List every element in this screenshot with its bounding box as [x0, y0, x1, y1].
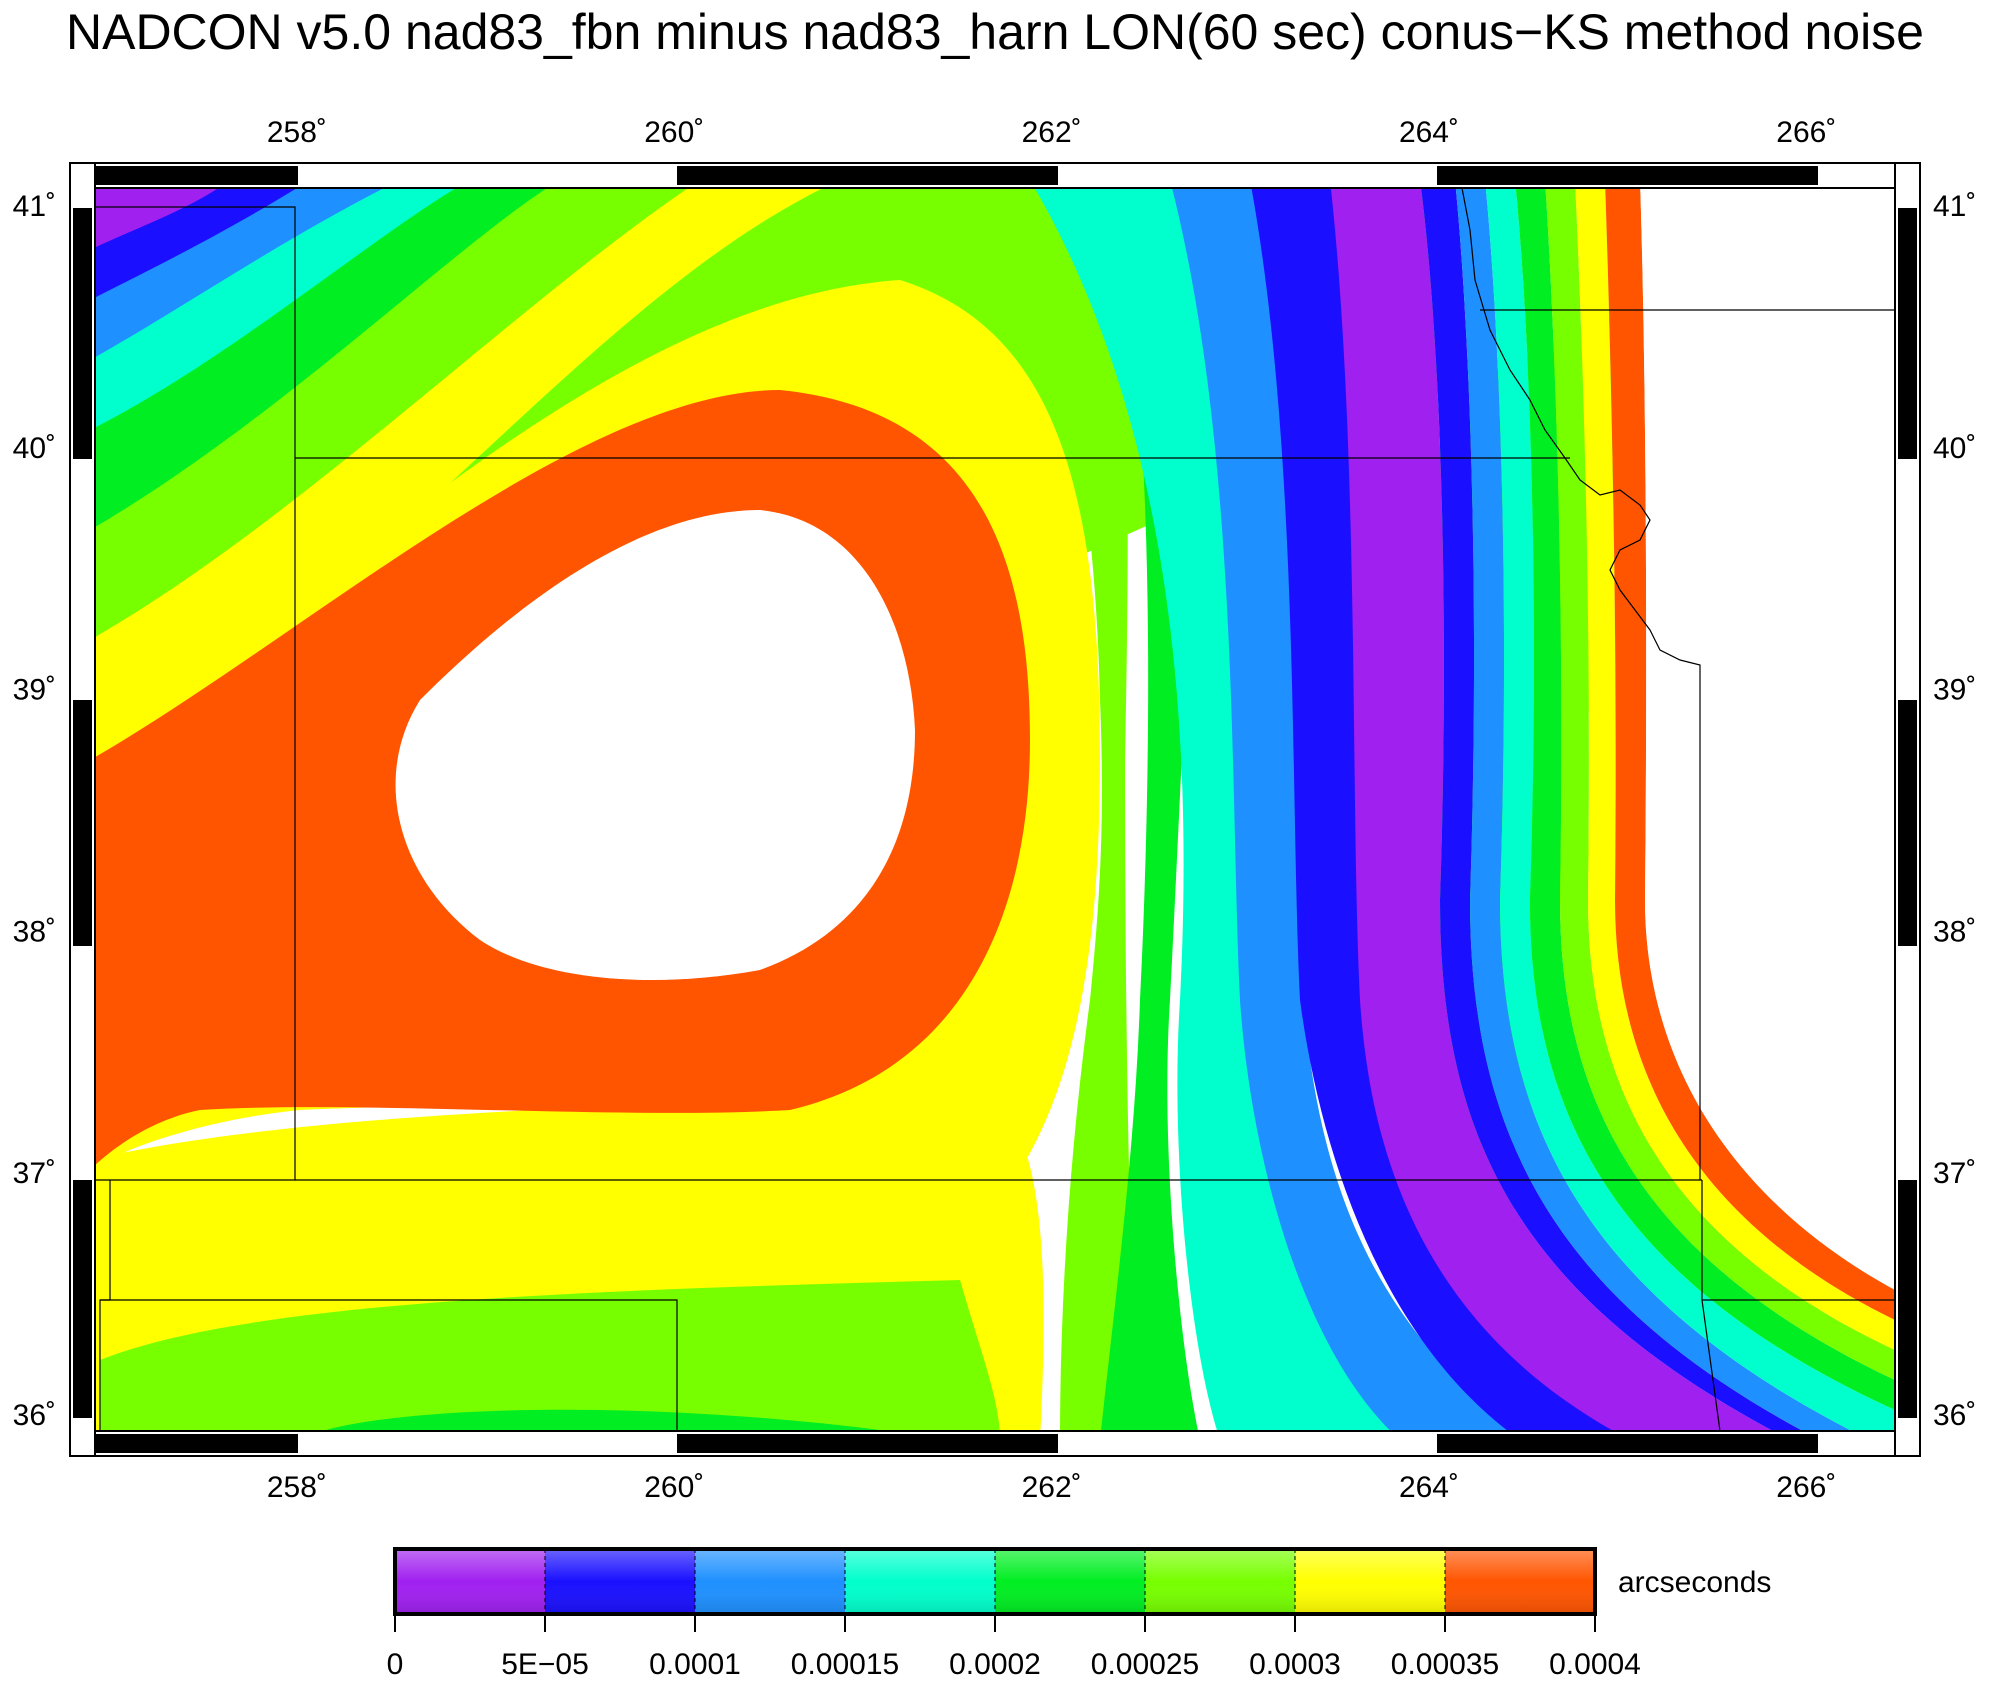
band-east-return-0.00025	[1575, 188, 1895, 1350]
colorbar-tick-label: 0.0003	[1249, 1648, 1341, 1681]
colorbar-tick-label: 5E−05	[501, 1648, 589, 1681]
lat-tick-label: 39˚	[13, 674, 56, 707]
lon-tick-label: 258˚	[267, 1471, 327, 1504]
state-boundaries	[95, 188, 1895, 1431]
lat-tick-label: 41˚	[1933, 190, 1976, 223]
lon-ruler-top	[69, 162, 1921, 189]
lat-tick-label: 37˚	[1933, 1157, 1976, 1190]
band-east-above-0.0004	[1640, 188, 1895, 1290]
lon-labels-top: 258˚ 260˚ 262˚ 264˚ 266˚	[267, 116, 1836, 149]
band-east-0.00025	[1022, 188, 1140, 1431]
band-central-above-0.0004	[395, 510, 915, 980]
lon-tick-label: 266˚	[1776, 1471, 1836, 1504]
lon-ruler-bottom	[69, 1430, 1921, 1457]
lat-tick-label: 38˚	[13, 915, 56, 948]
colorbar-tick-label: 0.0001	[649, 1648, 741, 1681]
lon-labels-bottom: 258˚ 260˚ 262˚ 264˚ 266˚	[267, 1471, 1836, 1504]
band-upperleft-0	[95, 188, 219, 248]
lat-tick-label: 41˚	[13, 190, 56, 223]
lat-labels-left: 36˚ 37˚ 38˚ 39˚ 40˚ 41˚	[13, 190, 56, 1432]
map-title: NADCON v5.0 nad83_fbn minus nad83_harn L…	[65, 4, 1924, 60]
band-east-0.0001	[1171, 188, 1518, 1431]
lat-tick-label: 38˚	[1933, 915, 1976, 948]
contour-field	[95, 188, 1895, 1431]
lat-tick-label: 36˚	[13, 1399, 56, 1432]
band-lowerleft-0.0002	[322, 1409, 880, 1431]
colorbar-tick-label: 0	[387, 1648, 404, 1681]
lat-tick-label: 40˚	[1933, 432, 1976, 465]
band-east-0	[1330, 188, 1774, 1431]
colorbar-tick-label: 0.0002	[949, 1648, 1041, 1681]
lon-tick-label: 262˚	[1022, 1471, 1082, 1504]
colorbar-unit-label: arcseconds	[1618, 1566, 1771, 1599]
colorbar-tick-label: 0.0004	[1549, 1648, 1641, 1681]
colorbar-tick-label: 0.00015	[791, 1648, 899, 1681]
colorbar-tick-label: 0.00035	[1391, 1648, 1499, 1681]
lat-labels-right: 36˚ 37˚ 38˚ 39˚ 40˚ 41˚	[1933, 190, 1976, 1432]
lon-tick-label: 262˚	[1022, 116, 1082, 149]
lat-tick-label: 37˚	[13, 1157, 56, 1190]
lat-tick-label: 39˚	[1933, 674, 1976, 707]
lon-tick-label: 258˚	[267, 116, 327, 149]
lon-tick-label: 264˚	[1399, 116, 1459, 149]
band-east-5e-05	[1251, 188, 1625, 1431]
lon-tick-label: 264˚	[1399, 1471, 1459, 1504]
band-east-return-0.0003	[1605, 188, 1895, 1320]
lon-tick-label: 260˚	[644, 1471, 704, 1504]
band-lowerleft-0.00025	[100, 1280, 1000, 1431]
lon-tick-label: 266˚	[1776, 116, 1836, 149]
lat-ruler-right	[1894, 162, 1921, 1457]
lon-tick-label: 260˚	[644, 116, 704, 149]
band-east-0.00015	[1034, 188, 1411, 1431]
colorbar-tick-label: 0.00025	[1091, 1648, 1199, 1681]
lat-tick-label: 36˚	[1933, 1399, 1976, 1432]
band-east-return-0	[1421, 188, 1804, 1431]
colorbar: 0 5E−05 0.0001 0.00015 0.0002 0.00025 0.0003 0.…	[387, 1547, 1771, 1681]
lat-tick-label: 40˚	[13, 432, 56, 465]
colorbar-ticks: 0 5E−05 0.0001 0.00015 0.0002 0.00025 0.0003 0.…	[387, 1549, 1641, 1681]
lat-ruler-left	[69, 162, 96, 1457]
